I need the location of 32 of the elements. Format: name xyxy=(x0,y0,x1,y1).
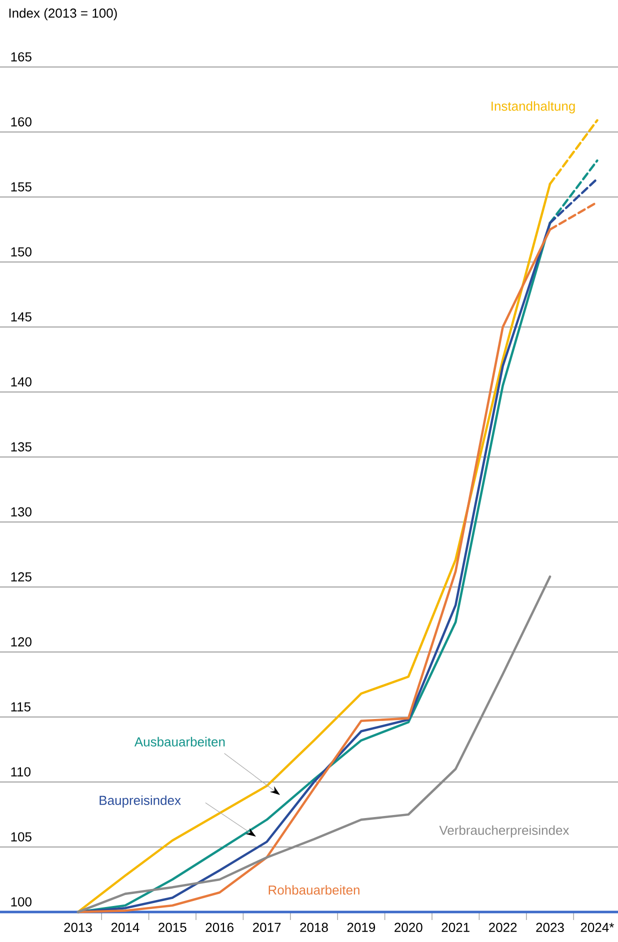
y-tick-label: 115 xyxy=(11,702,30,712)
y-tick-label: 140 xyxy=(11,377,32,386)
text: Baupreisindex xyxy=(100,795,181,808)
x-tick-label: 2013 xyxy=(64,922,92,932)
text: Instandhaltung xyxy=(492,101,575,114)
y-tick-label: 120 xyxy=(11,637,32,646)
x-tick-label: 2020 xyxy=(394,922,422,932)
x-tick-label: 2022 xyxy=(489,922,517,932)
x-tick-label: 2024* xyxy=(580,922,614,932)
x-tick-label: 2018 xyxy=(300,922,328,932)
y-tick-label: 145 xyxy=(11,312,32,322)
y-tick-label: 105 xyxy=(11,832,32,842)
y-tick-label: 150 xyxy=(11,247,32,256)
text: Ausbauarbeiten xyxy=(134,736,225,746)
y-tick-label: 160 xyxy=(11,117,32,126)
x-tick-label: 2016 xyxy=(206,922,234,932)
y-tick-label: 165 xyxy=(11,52,32,62)
text: Verbraucherpreisindex xyxy=(439,825,570,838)
x-tick-label: 2017 xyxy=(253,922,281,932)
y-tick-label: 100 xyxy=(11,897,32,906)
x-tick-label: 2015 xyxy=(158,922,186,932)
y-axis-title: Index (2013 = 100) xyxy=(9,8,117,20)
series-label: Rohbauarbeiten xyxy=(268,885,360,895)
y-tick-label: 110 xyxy=(11,767,30,776)
y-tick-label: 155 xyxy=(11,182,32,192)
x-tick-label: 2021 xyxy=(442,922,470,932)
x-tick-label: 2023 xyxy=(536,922,564,932)
y-tick-label: 125 xyxy=(11,572,32,582)
y-tick-label: 135 xyxy=(11,442,32,452)
y-tick-label: 130 xyxy=(11,507,32,516)
x-tick-label: 2019 xyxy=(347,922,376,932)
x-tick-label: 2014 xyxy=(111,922,140,932)
